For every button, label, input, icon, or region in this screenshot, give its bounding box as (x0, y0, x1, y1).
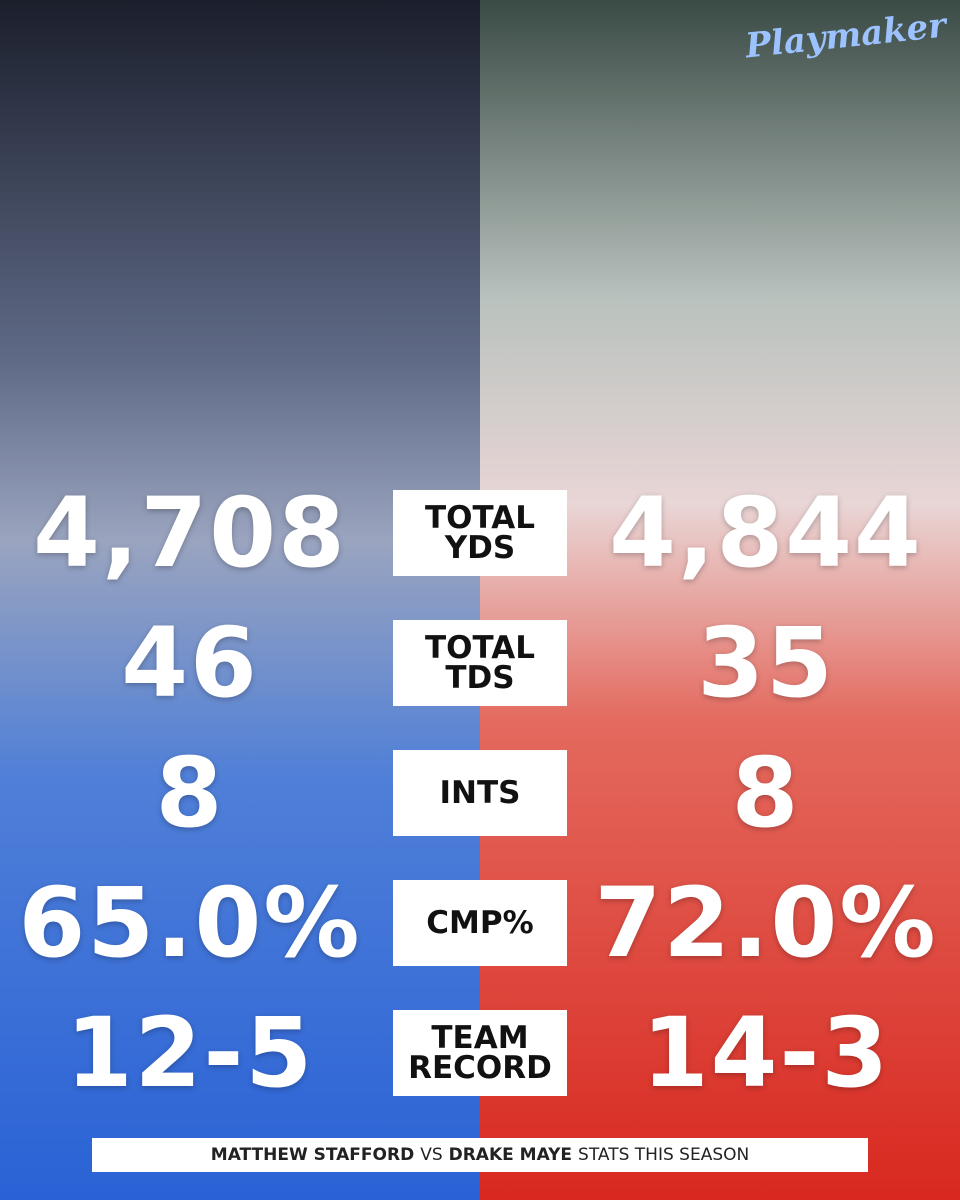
stat-row: 65.0% CMP% 72.0% (0, 873, 960, 973)
left-value: 8 (155, 737, 225, 849)
label-line: YDS (444, 530, 516, 566)
label-line: TOTAL (425, 630, 535, 666)
right-value: 4,844 (609, 477, 923, 589)
label-line: CMP% (426, 905, 534, 941)
left-value: 4,708 (33, 477, 347, 589)
left-panel (0, 0, 480, 1200)
stat-row: 8 INTS 8 (0, 743, 960, 843)
stat-row: 4,708 TOTAL YDS 4,844 (0, 483, 960, 583)
footer-suffix: STATS THIS SEASON (578, 1145, 750, 1165)
stat-label: CMP% (393, 880, 567, 966)
right-player: DRAKE MAYE (448, 1145, 573, 1165)
right-value: 8 (731, 737, 801, 849)
label-line: TEAM (431, 1020, 529, 1056)
stat-label: INTS (393, 750, 567, 836)
stat-row: 12-5 TEAM RECORD 14-3 (0, 1003, 960, 1103)
right-panel (480, 0, 960, 1200)
stat-row: 46 TOTAL TDS 35 (0, 613, 960, 713)
left-value: 12-5 (65, 997, 315, 1109)
right-value: 14-3 (641, 997, 891, 1109)
label-line: INTS (439, 775, 521, 811)
left-player: MATTHEW STAFFORD (210, 1145, 415, 1165)
label-line: TOTAL (425, 500, 535, 536)
right-value: 35 (697, 607, 835, 719)
versus: VS (420, 1145, 443, 1165)
stat-label: TOTAL TDS (393, 620, 567, 706)
label-line: TDS (445, 660, 515, 696)
stat-label: TEAM RECORD (393, 1010, 567, 1096)
left-value: 46 (121, 607, 259, 719)
label-line: RECORD (408, 1050, 552, 1086)
stat-label: TOTAL YDS (393, 490, 567, 576)
right-value: 72.0% (594, 867, 938, 979)
left-value: 65.0% (18, 867, 362, 979)
footer-bar: MATTHEW STAFFORD VS DRAKE MAYE STATS THI… (92, 1138, 868, 1172)
